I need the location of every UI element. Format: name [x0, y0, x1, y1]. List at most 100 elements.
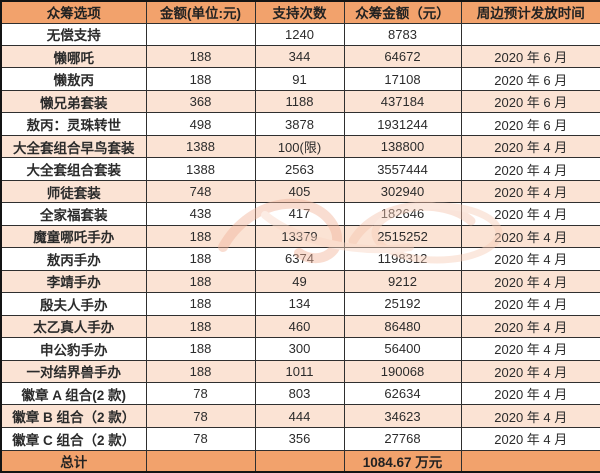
- support-count-cell: 1188: [254, 89, 345, 114]
- option-cell: 魔童哪吒手办: [0, 224, 147, 249]
- release-date-cell: 2020 年 4 月: [460, 157, 600, 181]
- option-cell: 无偿支持: [0, 22, 147, 46]
- option-cell: 李靖手办: [0, 269, 147, 294]
- table-row: 全家福套装 438 417 182646 2020 年 4 月: [0, 202, 600, 226]
- table-row: 徽章 B 组合（2 款） 78 444 34623 2020 年 4 月: [0, 404, 600, 428]
- raised-amount-cell: 2515252: [343, 224, 462, 249]
- option-cell: 申公豹手办: [0, 337, 147, 361]
- support-count-cell: 3878: [254, 112, 345, 136]
- header-release-date-cell: 周边预计发放时间: [460, 0, 600, 24]
- amount-cell: 188: [145, 67, 256, 91]
- total-support-count-cell: [254, 449, 345, 473]
- support-count-cell: 460: [254, 314, 345, 339]
- raised-amount-cell: 3557444: [343, 157, 462, 181]
- table-row: 无偿支持 1240 8783: [0, 22, 600, 46]
- amount-cell: [145, 22, 256, 46]
- table-row: 敖丙手办 188 6374 1198312 2020 年 4 月: [0, 247, 600, 271]
- release-date-cell: 2020 年 4 月: [460, 247, 600, 271]
- raised-amount-cell: 17108: [343, 67, 462, 91]
- table-header: 众筹选项 金额(单位:元) 支持次数 众筹金额（元） 周边预计发放时间: [0, 0, 600, 24]
- support-count-cell: 2563: [254, 157, 345, 181]
- total-raised-amount-cell: 1084.67 万元: [343, 449, 462, 473]
- header-row: 众筹选项 金额(单位:元) 支持次数 众筹金额（元） 周边预计发放时间: [0, 0, 600, 24]
- support-count-cell: 405: [254, 179, 345, 204]
- support-count-cell: 803: [254, 381, 345, 406]
- table-row: 申公豹手办 188 300 56400 2020 年 4 月: [0, 337, 600, 361]
- support-count-cell: 13379: [254, 224, 345, 249]
- amount-cell: 78: [145, 381, 256, 406]
- release-date-cell: 2020 年 6 月: [460, 44, 600, 69]
- amount-cell: 188: [145, 247, 256, 271]
- support-count-cell: 344: [254, 44, 345, 69]
- release-date-cell: 2020 年 4 月: [460, 202, 600, 226]
- support-count-cell: 1240: [254, 22, 345, 46]
- raised-amount-cell: 138800: [343, 134, 462, 159]
- table-body: 无偿支持 1240 8783 懒哪吒 188 344 64672 2020 年 6 月懒敖丙 1…: [0, 22, 600, 451]
- table-row: 殷夫人手办 188 134 25192 2020 年 4 月: [0, 292, 600, 316]
- raised-amount-cell: 1931244: [343, 112, 462, 136]
- release-date-cell: 2020 年 4 月: [460, 426, 600, 451]
- option-cell: 徽章 C 组合（2 款）: [0, 426, 147, 451]
- option-cell: 大全套组合套装: [0, 157, 147, 181]
- raised-amount-cell: 302940: [343, 179, 462, 204]
- amount-cell: 188: [145, 337, 256, 361]
- option-cell: 徽章 A 组合(2 款): [0, 381, 147, 406]
- support-count-cell: 444: [254, 404, 345, 428]
- raised-amount-cell: 34623: [343, 404, 462, 428]
- release-date-cell: [460, 22, 600, 46]
- option-cell: 大全套组合早鸟套装: [0, 134, 147, 159]
- release-date-cell: 2020 年 4 月: [460, 337, 600, 361]
- table-row: 大全套组合套装 1388 2563 3557444 2020 年 4 月: [0, 157, 600, 181]
- amount-cell: 188: [145, 269, 256, 294]
- amount-cell: 1388: [145, 134, 256, 159]
- support-count-cell: 6374: [254, 247, 345, 271]
- amount-cell: 498: [145, 112, 256, 136]
- raised-amount-cell: 437184: [343, 89, 462, 114]
- total-amount-cell: [145, 449, 256, 473]
- header-amount-cell: 金额(单位:元): [145, 0, 256, 24]
- amount-cell: 188: [145, 314, 256, 339]
- support-count-cell: 1011: [254, 359, 345, 384]
- table-row: 大全套组合早鸟套装 1388 100(限) 138800 2020 年 4 月: [0, 134, 600, 159]
- release-date-cell: 2020 年 4 月: [460, 359, 600, 384]
- release-date-cell: 2020 年 4 月: [460, 381, 600, 406]
- amount-cell: 188: [145, 224, 256, 249]
- support-count-cell: 134: [254, 292, 345, 316]
- table-row: 敖丙：灵珠转世 498 3878 1931244 2020 年 6 月: [0, 112, 600, 136]
- table-row: 师徒套装 748 405 302940 2020 年 4 月: [0, 179, 600, 204]
- raised-amount-cell: 1198312: [343, 247, 462, 271]
- amount-cell: 188: [145, 359, 256, 384]
- option-cell: 师徒套装: [0, 179, 147, 204]
- table-row: 懒兄弟套装 368 1188 437184 2020 年 6 月: [0, 89, 600, 114]
- release-date-cell: 2020 年 4 月: [460, 179, 600, 204]
- option-cell: 敖丙手办: [0, 247, 147, 271]
- amount-cell: 1388: [145, 157, 256, 181]
- option-cell: 懒兄弟套装: [0, 89, 147, 114]
- header-option-cell: 众筹选项: [0, 0, 147, 24]
- header-support-count-cell: 支持次数: [254, 0, 345, 24]
- option-cell: 徽章 B 组合（2 款）: [0, 404, 147, 428]
- table-row: 李靖手办 188 49 9212 2020 年 4 月: [0, 269, 600, 294]
- amount-cell: 188: [145, 44, 256, 69]
- table-footer: 总计 1084.67 万元: [0, 449, 600, 473]
- raised-amount-cell: 27768: [343, 426, 462, 451]
- table-row: 太乙真人手办 188 460 86480 2020 年 4 月: [0, 314, 600, 339]
- table-row: 徽章 C 组合（2 款） 78 356 27768 2020 年 4 月: [0, 426, 600, 451]
- release-date-cell: 2020 年 6 月: [460, 67, 600, 91]
- total-release-date-cell: [460, 449, 600, 473]
- table-row: 懒敖丙 188 91 17108 2020 年 6 月: [0, 67, 600, 91]
- support-count-cell: 49: [254, 269, 345, 294]
- raised-amount-cell: 182646: [343, 202, 462, 226]
- support-count-cell: 356: [254, 426, 345, 451]
- raised-amount-cell: 8783: [343, 22, 462, 46]
- amount-cell: 78: [145, 404, 256, 428]
- amount-cell: 188: [145, 292, 256, 316]
- release-date-cell: 2020 年 4 月: [460, 134, 600, 159]
- option-cell: 殷夫人手办: [0, 292, 147, 316]
- support-count-cell: 300: [254, 337, 345, 361]
- raised-amount-cell: 190068: [343, 359, 462, 384]
- raised-amount-cell: 25192: [343, 292, 462, 316]
- raised-amount-cell: 9212: [343, 269, 462, 294]
